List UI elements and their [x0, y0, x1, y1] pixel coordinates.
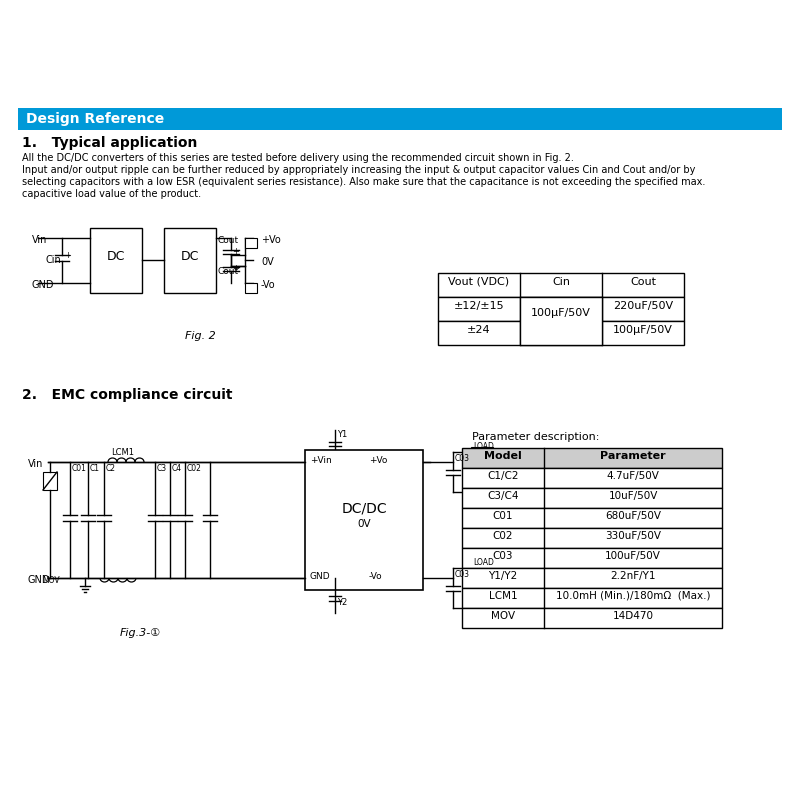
Text: 100μF/50V: 100μF/50V [613, 325, 673, 335]
Text: Input and/or output ripple can be further reduced by appropriately increasing th: Input and/or output ripple can be furthe… [22, 165, 695, 175]
Text: Parameter description:: Parameter description: [472, 432, 599, 442]
Bar [471, 563, 493, 613]
Text: 4.7uF/50V: 4.7uF/50V [606, 471, 659, 481]
Text: 680uF/50V: 680uF/50V [605, 511, 661, 521]
Text: Y2: Y2 [337, 598, 347, 607]
Bar [305, 450, 423, 590]
Text: C1/C2: C1/C2 [487, 471, 518, 481]
Text: LCM1: LCM1 [489, 591, 518, 601]
Text: 100uF/50V: 100uF/50V [605, 551, 661, 561]
Text: C3: C3 [157, 464, 167, 473]
Text: Vin: Vin [28, 459, 43, 469]
Text: Y1: Y1 [337, 430, 347, 439]
Text: C3/C4: C3/C4 [487, 491, 518, 501]
Bar [520, 297, 602, 345]
Text: GND: GND [32, 280, 54, 290]
Bar [462, 488, 722, 508]
Text: +: + [232, 264, 239, 273]
Bar [462, 588, 722, 608]
Bar [438, 273, 684, 297]
Text: C01: C01 [72, 464, 87, 473]
Text: selecting capacitors with a low ESR (equivalent series resistance). Also make su: selecting capacitors with a low ESR (equ… [22, 177, 706, 187]
Text: DC: DC [107, 250, 125, 263]
Text: 220uF/50V: 220uF/50V [613, 301, 673, 311]
Bar [245, 283, 257, 293]
Text: Y1/Y2: Y1/Y2 [488, 571, 518, 581]
Text: +: + [232, 247, 239, 256]
Text: Design Reference: Design Reference [26, 112, 164, 126]
Text: +Vo: +Vo [261, 235, 281, 245]
Text: +Vo: +Vo [369, 456, 387, 465]
Text: DC: DC [181, 250, 199, 263]
Text: 100μF/50V: 100μF/50V [531, 308, 591, 318]
Text: Cin: Cin [45, 255, 61, 265]
Bar [462, 568, 722, 588]
Text: C2: C2 [106, 464, 116, 473]
Bar [462, 448, 722, 468]
Text: 10.0mH (Min.)/180mΩ  (Max.): 10.0mH (Min.)/180mΩ (Max.) [556, 591, 710, 601]
Text: Vout (VDC): Vout (VDC) [449, 277, 510, 287]
Text: -Vo: -Vo [369, 572, 382, 581]
Bar [164, 228, 216, 293]
Text: 2.   EMC compliance circuit: 2. EMC compliance circuit [22, 388, 233, 402]
Bar [462, 608, 722, 628]
Text: MOV: MOV [491, 611, 515, 621]
Text: LOAD: LOAD [473, 442, 494, 451]
Text: +Vin: +Vin [310, 456, 332, 465]
Text: 0V: 0V [357, 519, 371, 529]
Text: ±24: ±24 [467, 325, 491, 335]
Text: GND: GND [310, 572, 330, 581]
Text: C02: C02 [493, 531, 514, 541]
Text: Cin: Cin [552, 277, 570, 287]
Text: Cout: Cout [630, 277, 656, 287]
Bar [462, 548, 722, 568]
Bar [462, 528, 722, 548]
Text: C1: C1 [90, 464, 100, 473]
Bar [43, 472, 57, 490]
Text: C03: C03 [455, 570, 470, 579]
Text: Model: Model [484, 451, 522, 461]
Text: C4: C4 [172, 464, 182, 473]
Text: capacitive load value of the product.: capacitive load value of the product. [22, 189, 201, 199]
Text: +: + [64, 251, 71, 260]
Bar [462, 508, 722, 528]
Bar [471, 447, 493, 497]
Text: Vin: Vin [32, 235, 47, 245]
Text: 330uF/50V: 330uF/50V [605, 531, 661, 541]
Text: 0V: 0V [261, 257, 274, 267]
Text: Fig. 2: Fig. 2 [185, 331, 215, 341]
Text: Cout: Cout [218, 236, 239, 245]
Text: MOV: MOV [42, 576, 60, 585]
Text: Parameter: Parameter [600, 451, 666, 461]
Text: Cout: Cout [218, 267, 239, 276]
Text: 1.   Typical application: 1. Typical application [22, 136, 198, 150]
Bar [18, 108, 782, 130]
Text: C03: C03 [493, 551, 514, 561]
Text: C02: C02 [187, 464, 202, 473]
Bar [438, 321, 684, 345]
Text: C01: C01 [493, 511, 514, 521]
Text: -Vo: -Vo [261, 280, 276, 290]
Bar [245, 238, 257, 248]
Text: 14D470: 14D470 [613, 611, 654, 621]
Text: LCM1: LCM1 [111, 448, 134, 457]
Text: ±12/±15: ±12/±15 [454, 301, 504, 311]
Text: DC/DC: DC/DC [341, 501, 387, 515]
Text: All the DC/DC converters of this series are tested before delivery using the rec: All the DC/DC converters of this series … [22, 153, 574, 163]
Text: GND: GND [28, 575, 50, 585]
Bar [462, 468, 722, 488]
Text: LOAD: LOAD [473, 558, 494, 567]
Text: C03: C03 [455, 454, 470, 463]
Text: 2.2nF/Y1: 2.2nF/Y1 [610, 571, 656, 581]
Bar [438, 297, 684, 321]
Text: 10uF/50V: 10uF/50V [608, 491, 658, 501]
Text: Fig.3-①: Fig.3-① [119, 628, 161, 638]
Bar [90, 228, 142, 293]
